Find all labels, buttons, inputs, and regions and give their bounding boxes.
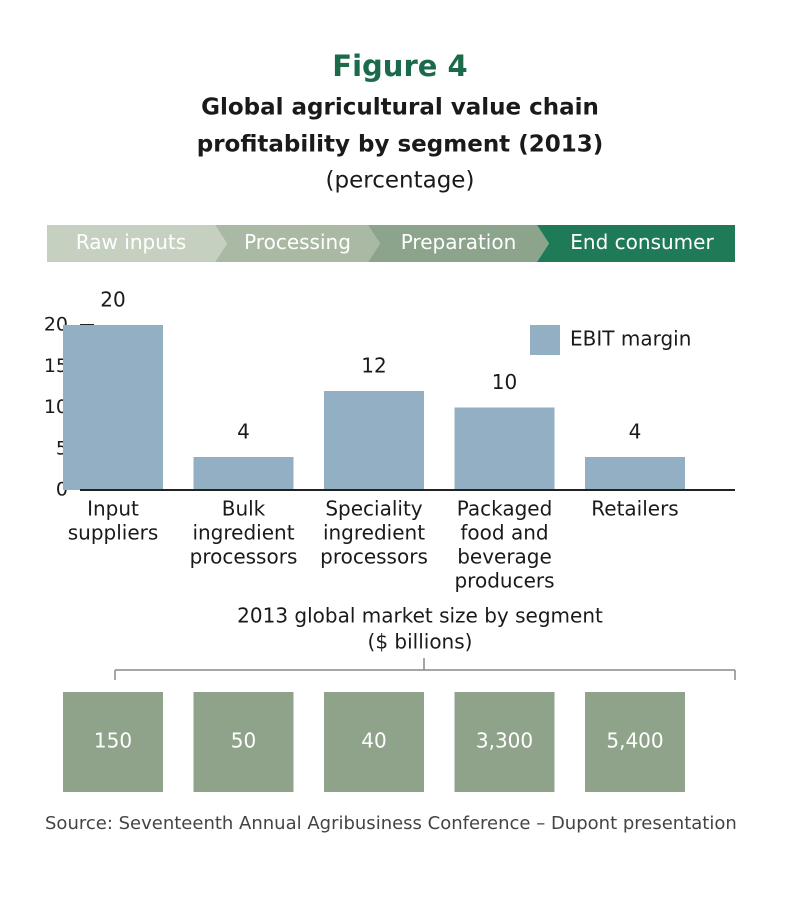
x-tick-label: Input [87,497,139,521]
chain-step [368,225,549,262]
market-label: 40 [361,729,386,753]
x-tick-label: producers [454,569,554,593]
y-tick-label: 20 [44,314,68,336]
chain-step [47,225,227,262]
chain-step [215,225,380,262]
chain-step [537,225,735,262]
chain-label: Processing [244,230,351,254]
market-box [193,692,294,792]
chart-title: Figure 4 [332,49,467,83]
value-label: 4 [629,420,642,444]
bar [454,407,555,490]
market-label: 5,400 [606,729,663,753]
chain-label: Preparation [401,230,517,254]
y-tick-label: 10 [44,396,68,418]
market-box [585,692,685,792]
x-tick-label: Speciality [325,497,422,521]
market-title: ($ billions) [368,630,473,654]
y-tick-label: 15 [44,355,68,377]
subtitle: profitability by segment (2013) [197,132,603,158]
x-tick-label: ingredient [192,521,294,545]
market-label: 50 [231,729,256,753]
unit-note: (percentage) [326,168,475,194]
x-tick-label: processors [320,545,428,569]
bar [193,457,294,490]
bar [63,325,163,490]
market-box [63,692,163,792]
bar [324,391,424,490]
market-title: 2013 global market size by segment [237,604,603,628]
value-label: 12 [361,354,386,378]
market-label: 3,300 [476,729,533,753]
x-tick-label: Retailers [591,497,678,521]
market-label: 150 [94,729,132,753]
x-tick-label: Packaged [457,497,553,521]
x-tick-label: ingredient [323,521,425,545]
source: Source: Seventeenth Annual Agribusiness … [45,813,737,834]
value-label: 10 [492,370,517,394]
market-box [324,692,424,792]
chain-label: End consumer [570,230,714,254]
legend-swatch [530,325,560,355]
value-label: 4 [237,420,250,444]
x-tick-label: suppliers [68,521,159,545]
subtitle: Global agricultural value chain [201,95,599,121]
x-tick-label: processors [190,545,298,569]
bar [585,457,685,490]
x-tick-label: Bulk [222,497,266,521]
market-box [454,692,555,792]
legend-label: EBIT margin [570,327,691,351]
x-tick-label: food and [460,521,548,545]
x-tick-label: beverage [457,545,552,569]
chain-label: Raw inputs [76,230,186,254]
value-label: 20 [100,288,125,312]
